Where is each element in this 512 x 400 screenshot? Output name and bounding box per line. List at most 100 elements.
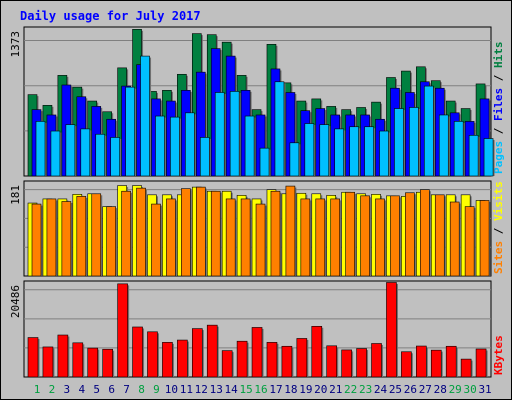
x-tick-label-day-26: 26 [404,383,417,396]
x-tick-label-day-4: 4 [78,383,85,396]
x-tick-label-day-21: 21 [329,383,342,396]
bar-sites-day-25 [390,195,400,277]
bar-pages-day-17 [274,81,285,177]
bar-sites-day-31 [479,200,490,277]
bar-sites-day-4 [76,196,87,277]
x-tick-label-day-6: 6 [108,383,115,396]
bar-kbytes-day-8 [132,326,143,378]
bar-kbytes-day-30 [460,358,472,378]
y-max-label-visits-sites: 181 [9,185,22,205]
bar-sites-day-26 [405,192,415,277]
bar-kbytes-day-28 [430,349,442,378]
bar-kbytes-day-17 [266,342,278,378]
bar-pages-day-14 [229,91,240,177]
bar-pages-day-10 [170,116,180,177]
bar-pages-day-8 [140,55,150,177]
bar-pages-day-11 [185,112,195,177]
legend-separator: / [492,221,505,241]
bar-pages-day-29 [453,121,464,177]
legend-separator: / [492,68,505,88]
bar-pages-day-5 [95,133,106,177]
x-tick-label-day-3: 3 [64,383,71,396]
x-tick-label-day-28: 28 [434,383,447,396]
bar-kbytes-day-31 [475,348,487,378]
x-tick-label-day-5: 5 [93,383,100,396]
bar-pages-day-28 [438,114,449,177]
x-tick-label-day-19: 19 [299,383,312,396]
x-tick-label-day-18: 18 [284,383,297,396]
legend-hits-files-pages: Pages / Files / Hits [492,42,505,175]
legend-entry-kbytes: KBytes [492,335,505,375]
legend-entry-hits: Hits [492,42,505,69]
bar-kbytes-day-13 [206,324,218,378]
bar-sites-day-8 [136,187,146,277]
bar-kbytes-day-2 [42,346,54,378]
bar-kbytes-day-29 [445,345,457,378]
bar-pages-day-24 [379,130,389,177]
panel-kbytes: 20486 KBytes [9,280,505,378]
panel-visits-sites: 181 Sites / Visits [9,180,505,277]
bar-kbytes-day-4 [72,342,84,378]
bar-pages-day-18 [289,142,300,177]
panel-hits-files-pages: 1373 Pages / Files / Hits [9,26,505,177]
y-max-label-kbytes: 20486 [9,285,22,318]
bar-sites-day-16 [255,203,266,277]
bar-kbytes-day-6 [102,348,113,378]
bar-sites-day-22 [345,191,355,277]
x-tick-label-day-31: 31 [478,383,491,396]
legend-entry-pages: Pages [492,141,505,174]
x-tick-label-day-1: 1 [34,383,41,396]
bar-pages-day-13 [214,92,225,177]
legend-separator: / [492,121,505,141]
bar-kbytes-day-20 [311,325,323,378]
bar-sites-day-6 [106,206,116,277]
bar-pages-day-12 [199,137,210,177]
bar-sites-day-9 [151,203,161,277]
bar-kbytes-day-1 [27,337,39,378]
bar-kbytes-day-11 [177,339,188,378]
bar-kbytes-day-23 [356,348,367,378]
bar-sites-day-1 [31,203,42,277]
legend-entry-sites: Sites [492,241,505,274]
x-tick-label-day-15: 15 [239,383,252,396]
bar-kbytes-day-18 [281,345,293,378]
bar-sites-day-13 [210,190,221,277]
bar-sites-day-14 [225,198,236,277]
x-tick-label-day-7: 7 [123,383,130,396]
bar-kbytes-day-25 [386,282,397,378]
legend-visits-sites: Sites / Visits [492,181,505,274]
bar-sites-day-27 [420,189,430,277]
chart-title: Daily usage for July 2017 [20,9,201,23]
bar-kbytes-day-12 [191,328,203,378]
bar-kbytes-day-7 [117,283,128,378]
x-tick-label-day-13: 13 [210,383,223,396]
x-tick-label-day-16: 16 [254,383,267,396]
bar-pages-day-15 [244,115,255,177]
x-tick-label-day-27: 27 [419,383,432,396]
bar-kbytes-day-21 [326,345,338,378]
x-tick-label-day-17: 17 [269,383,282,396]
bar-kbytes-day-14 [221,350,233,378]
x-tick-label-day-22: 22 [344,383,357,396]
x-tick-label-day-11: 11 [180,383,193,396]
bar-sites-day-3 [61,201,72,277]
x-tick-label-day-14: 14 [225,383,239,396]
bar-pages-day-3 [65,124,76,177]
bar-sites-day-21 [330,198,341,277]
bar-kbytes-day-24 [371,343,382,378]
x-tick-label-day-8: 8 [138,383,145,396]
x-tick-label-day-12: 12 [195,383,208,396]
bar-pages-day-16 [259,147,270,177]
bar-pages-day-30 [468,135,479,177]
bar-pages-day-1 [35,121,46,177]
bar-kbytes-day-22 [341,349,352,378]
bar-kbytes-day-5 [87,347,99,378]
x-tick-label-day-9: 9 [153,383,160,396]
x-tick-label-day-23: 23 [359,383,372,396]
bar-sites-day-23 [360,195,370,277]
x-tick-label-day-20: 20 [314,383,327,396]
bar-sites-day-19 [300,198,311,277]
legend-kbytes: KBytes [492,335,505,375]
bar-sites-day-2 [46,198,57,277]
